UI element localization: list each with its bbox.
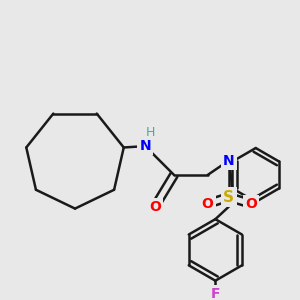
Text: O: O: [149, 200, 161, 214]
Text: F: F: [211, 287, 220, 300]
Text: O: O: [245, 197, 257, 211]
Text: N: N: [140, 139, 151, 153]
Text: O: O: [202, 197, 214, 211]
Text: N: N: [223, 154, 235, 167]
Text: S: S: [223, 190, 234, 205]
Text: H: H: [145, 126, 155, 139]
